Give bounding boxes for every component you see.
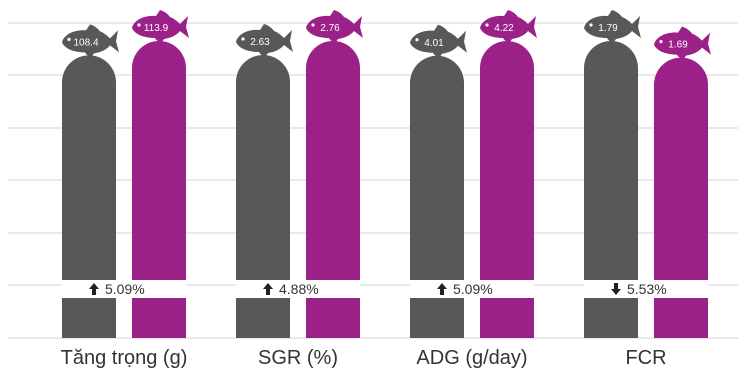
data-label: 2.63 — [250, 37, 270, 48]
change-label: 5.53% — [627, 281, 667, 297]
fish-icon — [62, 24, 119, 57]
category-label: FCR — [625, 347, 666, 369]
fish-icon — [306, 10, 363, 42]
data-label: 2.76 — [320, 23, 340, 34]
fish-icon — [480, 10, 537, 42]
change-bands: 5.09% 4.88% 5.09% 5.53% — [62, 280, 708, 298]
change-label: 5.09% — [453, 281, 493, 297]
fish-icon — [584, 10, 641, 42]
data-label: 113.9 — [144, 23, 169, 34]
change-label: 5.09% — [105, 281, 145, 297]
data-label: 108.4 — [73, 37, 98, 48]
data-label: 1.79 — [598, 23, 618, 34]
category-label: ADG (g/day) — [416, 347, 527, 369]
arrow-up-icon — [437, 283, 447, 295]
category-labels: Tăng trọng (g) SGR (%) ADG (g/day) FCR — [61, 347, 667, 369]
category-label: SGR (%) — [258, 347, 338, 369]
value-markers: 108.4 113.9 2.63 2.76 4.01 4.22 1.79 1.69 — [62, 10, 711, 59]
arrow-down-icon — [611, 283, 621, 295]
bar — [480, 41, 534, 338]
fish-icon — [236, 23, 293, 56]
data-label: 1.69 — [668, 40, 688, 51]
fish-icon — [654, 26, 711, 59]
fish-icon — [410, 24, 467, 57]
arrow-up-icon — [89, 283, 99, 295]
bar — [306, 41, 360, 338]
bar — [584, 41, 638, 338]
bar — [654, 57, 708, 338]
change-label: 4.88% — [279, 281, 319, 297]
category-label: Tăng trọng (g) — [61, 347, 188, 369]
bar — [236, 54, 290, 338]
data-label: 4.22 — [494, 23, 514, 34]
bar — [410, 55, 464, 339]
bars — [62, 41, 708, 339]
data-label: 4.01 — [424, 38, 444, 49]
fish-icon — [132, 10, 189, 42]
arrow-up-icon — [263, 283, 273, 295]
bar — [62, 55, 116, 339]
bar — [132, 41, 186, 338]
